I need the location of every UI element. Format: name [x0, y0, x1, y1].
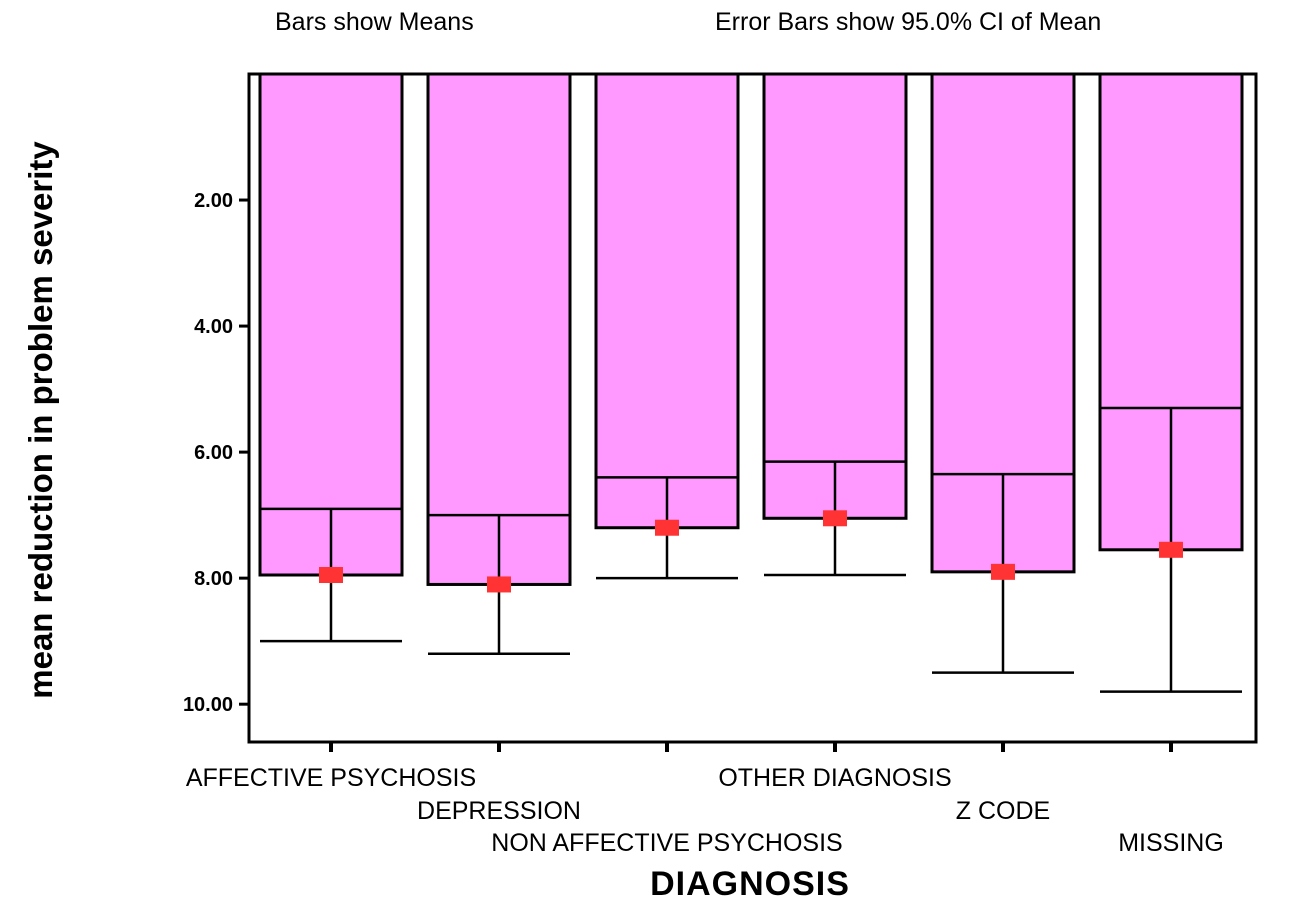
bar [594, 72, 740, 530]
mean-marker [1159, 541, 1183, 558]
mean-marker [655, 519, 679, 536]
x-tick-label: DEPRESSION [417, 797, 581, 825]
y-tick-label: 8.00 [194, 568, 233, 590]
bars-layer [258, 72, 1244, 693]
bar [762, 72, 908, 520]
bar [258, 72, 404, 577]
x-tick-label: Z CODE [956, 797, 1050, 825]
x-axis: AFFECTIVE PSYCHOSIS DEPRESSION NON AFFECTI… [186, 742, 1224, 857]
bars-note: Bars show Means [275, 8, 474, 36]
y-tick-label: 10.00 [183, 694, 233, 716]
mean-marker [319, 567, 343, 583]
x-tick-label: MISSING [1118, 829, 1224, 857]
mean-marker [991, 563, 1015, 580]
mean-marker [487, 576, 511, 593]
mean-marker [823, 510, 847, 527]
plot-frame [247, 72, 1258, 744]
error-bars-note: Error Bars show 95.0% CI of Mean [715, 8, 1101, 36]
y-tick-label: 6.00 [194, 442, 233, 464]
y-axis-title: mean reduction in problem severity [22, 141, 59, 699]
x-axis-title: DIAGNOSIS [650, 865, 850, 898]
x-tick-label: AFFECTIVE PSYCHOSIS [186, 764, 476, 792]
x-tick-label: OTHER DIAGNOSIS [718, 764, 951, 792]
bar [426, 72, 572, 586]
y-tick-label: 2.00 [194, 190, 233, 212]
y-axis: 2.00 4.00 6.00 8.00 10.00 [183, 190, 249, 716]
y-tick-label: 4.00 [194, 316, 233, 338]
x-tick-label: NON AFFECTIVE PSYCHOSIS [491, 829, 842, 857]
